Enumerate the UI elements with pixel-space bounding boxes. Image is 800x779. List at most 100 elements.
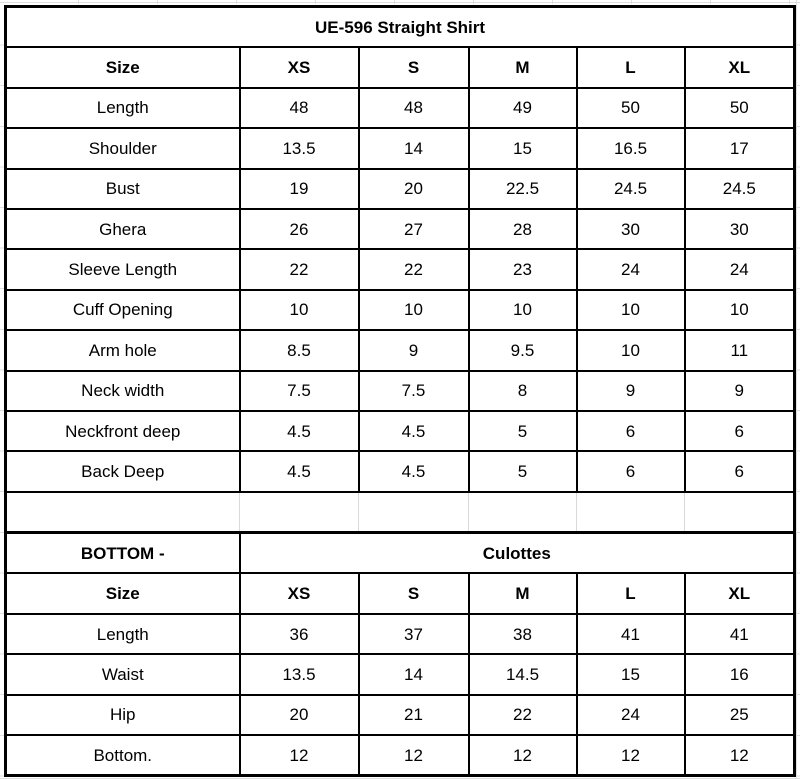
cell-value: 20 bbox=[238, 693, 360, 737]
cell-value: 10 bbox=[683, 288, 796, 332]
empty-cell bbox=[5, 490, 240, 535]
cell-value: 48 bbox=[238, 86, 360, 130]
cell-value: 48 bbox=[357, 86, 470, 130]
cell-value: 22 bbox=[357, 248, 470, 291]
size-header-label: Size bbox=[4, 46, 241, 89]
cell-value: 19 bbox=[238, 167, 360, 210]
cell-value: 11 bbox=[683, 329, 796, 372]
cell-value: 6 bbox=[683, 450, 796, 493]
table-row: Waist 13.5 14 14.5 15 16 bbox=[4, 653, 796, 696]
table-row: Back Deep 4.5 4.5 5 6 6 bbox=[4, 450, 796, 493]
cell-value: 15 bbox=[575, 653, 686, 696]
bottom-label: BOTTOM - bbox=[4, 531, 241, 575]
cell-value: 22.5 bbox=[467, 167, 578, 210]
cell-value: 9.5 bbox=[467, 329, 578, 372]
cell-value: 9 bbox=[683, 369, 796, 412]
cell-value: 12 bbox=[575, 734, 686, 777]
row-label: Shoulder bbox=[4, 127, 241, 170]
cell-value: 8.5 bbox=[238, 329, 360, 372]
table-row: Length 36 37 38 41 41 bbox=[4, 612, 796, 656]
cell-value: 4.5 bbox=[357, 409, 470, 453]
row-label: Sleeve Length bbox=[4, 248, 241, 291]
empty-cell bbox=[468, 490, 577, 535]
cell-value: 9 bbox=[575, 369, 686, 412]
cell-value: 41 bbox=[683, 612, 796, 656]
cell-value: 13.5 bbox=[238, 127, 360, 170]
cell-value: 6 bbox=[575, 450, 686, 493]
cell-value: 4.5 bbox=[238, 450, 360, 493]
size-col-s: S bbox=[357, 572, 470, 615]
row-label: Bottom. bbox=[4, 734, 241, 777]
shirt-size-header-row: Size XS S M L XL bbox=[4, 46, 796, 89]
size-col-l: L bbox=[575, 572, 686, 615]
cell-value: 14 bbox=[357, 653, 470, 696]
cell-value: 10 bbox=[357, 288, 470, 332]
cell-value: 30 bbox=[575, 207, 686, 251]
cell-value: 6 bbox=[575, 409, 686, 453]
row-label: Hip bbox=[4, 693, 241, 737]
table-row: Neck width 7.5 7.5 8 9 9 bbox=[4, 369, 796, 412]
table-row: Arm hole 8.5 9 9.5 10 11 bbox=[4, 329, 796, 372]
table-row: Shoulder 13.5 14 15 16.5 17 bbox=[4, 127, 796, 170]
cell-value: 10 bbox=[575, 329, 686, 372]
cell-value: 24 bbox=[575, 248, 686, 291]
cell-value: 24.5 bbox=[683, 167, 796, 210]
cell-value: 16 bbox=[683, 653, 796, 696]
cell-value: 21 bbox=[357, 693, 470, 737]
row-label: Length bbox=[4, 612, 241, 656]
cell-value: 5 bbox=[467, 450, 578, 493]
cell-value: 24 bbox=[683, 248, 796, 291]
row-label: Length bbox=[4, 86, 241, 130]
cell-value: 50 bbox=[683, 86, 796, 130]
cell-value: 7.5 bbox=[357, 369, 470, 412]
table-row: Hip 20 21 22 24 25 bbox=[4, 693, 796, 737]
gridline-left-stubs bbox=[0, 5, 4, 777]
cell-value: 38 bbox=[467, 612, 578, 656]
size-col-xl: XL bbox=[683, 572, 796, 615]
bottom-header-row: BOTTOM - Culottes bbox=[4, 531, 796, 575]
cell-value: 22 bbox=[238, 248, 360, 291]
size-col-m: M bbox=[467, 46, 578, 89]
cell-value: 25 bbox=[683, 693, 796, 737]
row-label: Ghera bbox=[4, 207, 241, 251]
cell-value: 10 bbox=[575, 288, 686, 332]
table-title: UE-596 Straight Shirt bbox=[4, 5, 796, 49]
cell-value: 14.5 bbox=[467, 653, 578, 696]
size-header-label: Size bbox=[4, 572, 241, 615]
cell-value: 49 bbox=[467, 86, 578, 130]
row-label: Cuff Opening bbox=[4, 288, 241, 332]
cell-value: 27 bbox=[357, 207, 470, 251]
row-label: Bust bbox=[4, 167, 241, 210]
cell-value: 10 bbox=[467, 288, 578, 332]
cell-value: 37 bbox=[357, 612, 470, 656]
empty-cell bbox=[239, 490, 359, 535]
cell-value: 4.5 bbox=[238, 409, 360, 453]
cell-value: 36 bbox=[238, 612, 360, 656]
table-row: Bottom. 12 12 12 12 12 bbox=[4, 734, 796, 777]
cell-value: 14 bbox=[357, 127, 470, 170]
cell-value: 30 bbox=[683, 207, 796, 251]
cell-value: 12 bbox=[467, 734, 578, 777]
gridline-right bbox=[796, 0, 797, 779]
table-row: Sleeve Length 22 22 23 24 24 bbox=[4, 248, 796, 291]
row-label: Waist bbox=[4, 653, 241, 696]
size-col-xs: XS bbox=[238, 46, 360, 89]
spacer-row bbox=[5, 490, 796, 535]
empty-cell bbox=[576, 490, 685, 535]
empty-cell bbox=[683, 490, 796, 535]
bottom-category: Culottes bbox=[238, 531, 796, 575]
cell-value: 12 bbox=[683, 734, 796, 777]
cell-value: 22 bbox=[467, 693, 578, 737]
size-col-xl: XL bbox=[683, 46, 796, 89]
row-label: Arm hole bbox=[4, 329, 241, 372]
cell-value: 20 bbox=[357, 167, 470, 210]
cell-value: 7.5 bbox=[238, 369, 360, 412]
cell-value: 24 bbox=[575, 693, 686, 737]
table-row: Neckfront deep 4.5 4.5 5 6 6 bbox=[4, 409, 796, 453]
table-row: Cuff Opening 10 10 10 10 10 bbox=[4, 288, 796, 332]
cell-value: 9 bbox=[357, 329, 470, 372]
title-row: UE-596 Straight Shirt bbox=[4, 5, 796, 49]
table-row: Length 48 48 49 50 50 bbox=[4, 86, 796, 130]
row-label: Back Deep bbox=[4, 450, 241, 493]
cell-value: 50 bbox=[575, 86, 686, 130]
